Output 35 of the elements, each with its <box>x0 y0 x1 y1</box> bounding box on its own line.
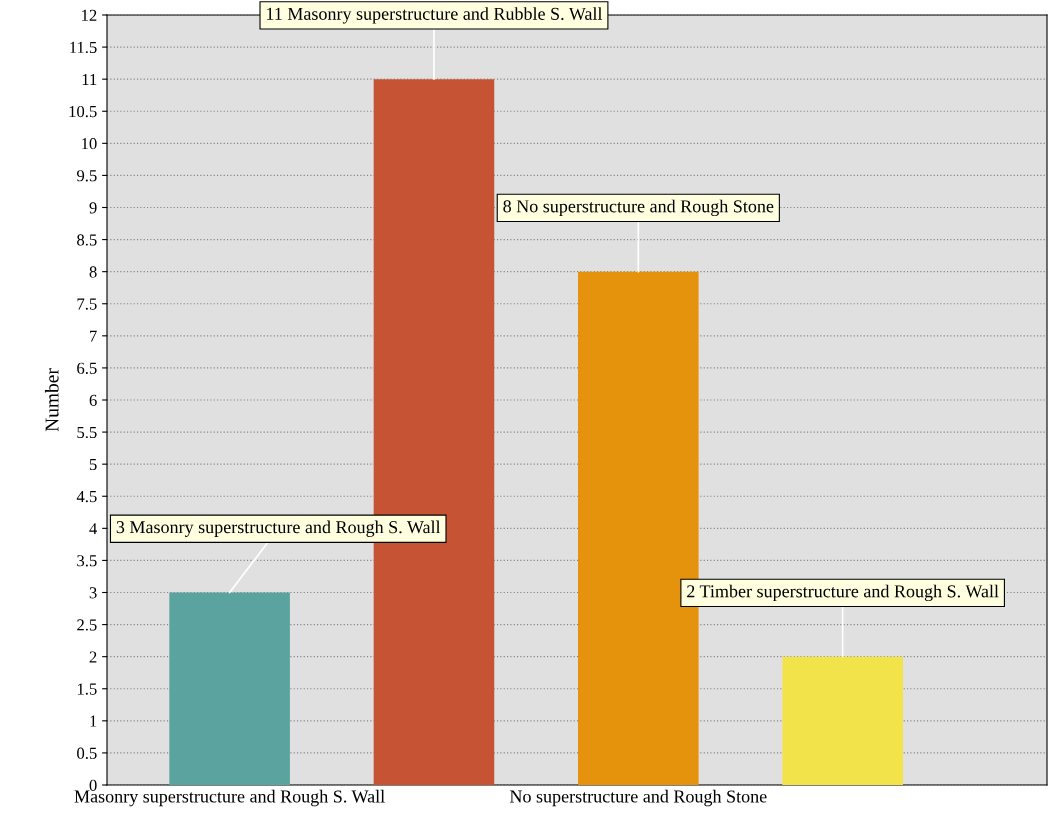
y-tick-label: 1 <box>90 715 97 727</box>
y-tick-label: 12 <box>82 9 97 21</box>
y-tick-label: 0 <box>89 779 97 791</box>
y-tick-label: 5.5 <box>77 426 97 439</box>
y-tick-label: 10.5 <box>69 105 97 118</box>
y-tick-label: 4 <box>89 523 98 535</box>
data-label: 8 No superstructure and Rough Stone <box>503 199 774 217</box>
y-axis-title: Number <box>44 368 59 432</box>
data-label: 11 Masonry superstructure and Rubble S. Wall <box>267 7 603 24</box>
y-tick-label: 8.5 <box>77 234 97 246</box>
bar <box>782 656 903 785</box>
y-tick-label: 7.5 <box>77 298 97 310</box>
y-tick-label: 3.5 <box>77 555 97 567</box>
y-tick-label: 11.5 <box>70 41 97 54</box>
y-tick-label: 11 <box>82 73 97 85</box>
bar <box>169 592 290 785</box>
y-tick-label: 2 <box>89 651 97 663</box>
y-tick-label: 8 <box>89 266 97 278</box>
x-tick-label: No superstructure and Rough Stone <box>509 789 767 807</box>
y-tick-label: 7 <box>90 330 97 342</box>
y-tick-label: 4.5 <box>76 491 97 503</box>
y-tick-label: 6 <box>89 394 97 406</box>
y-tick-label: 10 <box>82 138 97 150</box>
y-tick-label: 0.5 <box>77 747 97 759</box>
y-tick-label: 5 <box>89 459 97 471</box>
y-tick-label: 2.5 <box>77 619 97 631</box>
y-tick-label: 1.5 <box>77 683 97 695</box>
y-tick-label: 9 <box>89 202 97 214</box>
data-label: 3 Masonry superstructure and Rough S. Wall <box>116 520 441 537</box>
y-tick-label: 3 <box>89 587 97 599</box>
y-tick-label: 6.5 <box>77 362 97 374</box>
y-tick-label: 9.5 <box>76 170 97 182</box>
x-tick-label: Masonry superstructure and Rough S. Wall <box>74 789 385 807</box>
data-label: 2 Timber superstructure and Rough S. Wall <box>687 584 999 602</box>
bar <box>578 271 699 785</box>
